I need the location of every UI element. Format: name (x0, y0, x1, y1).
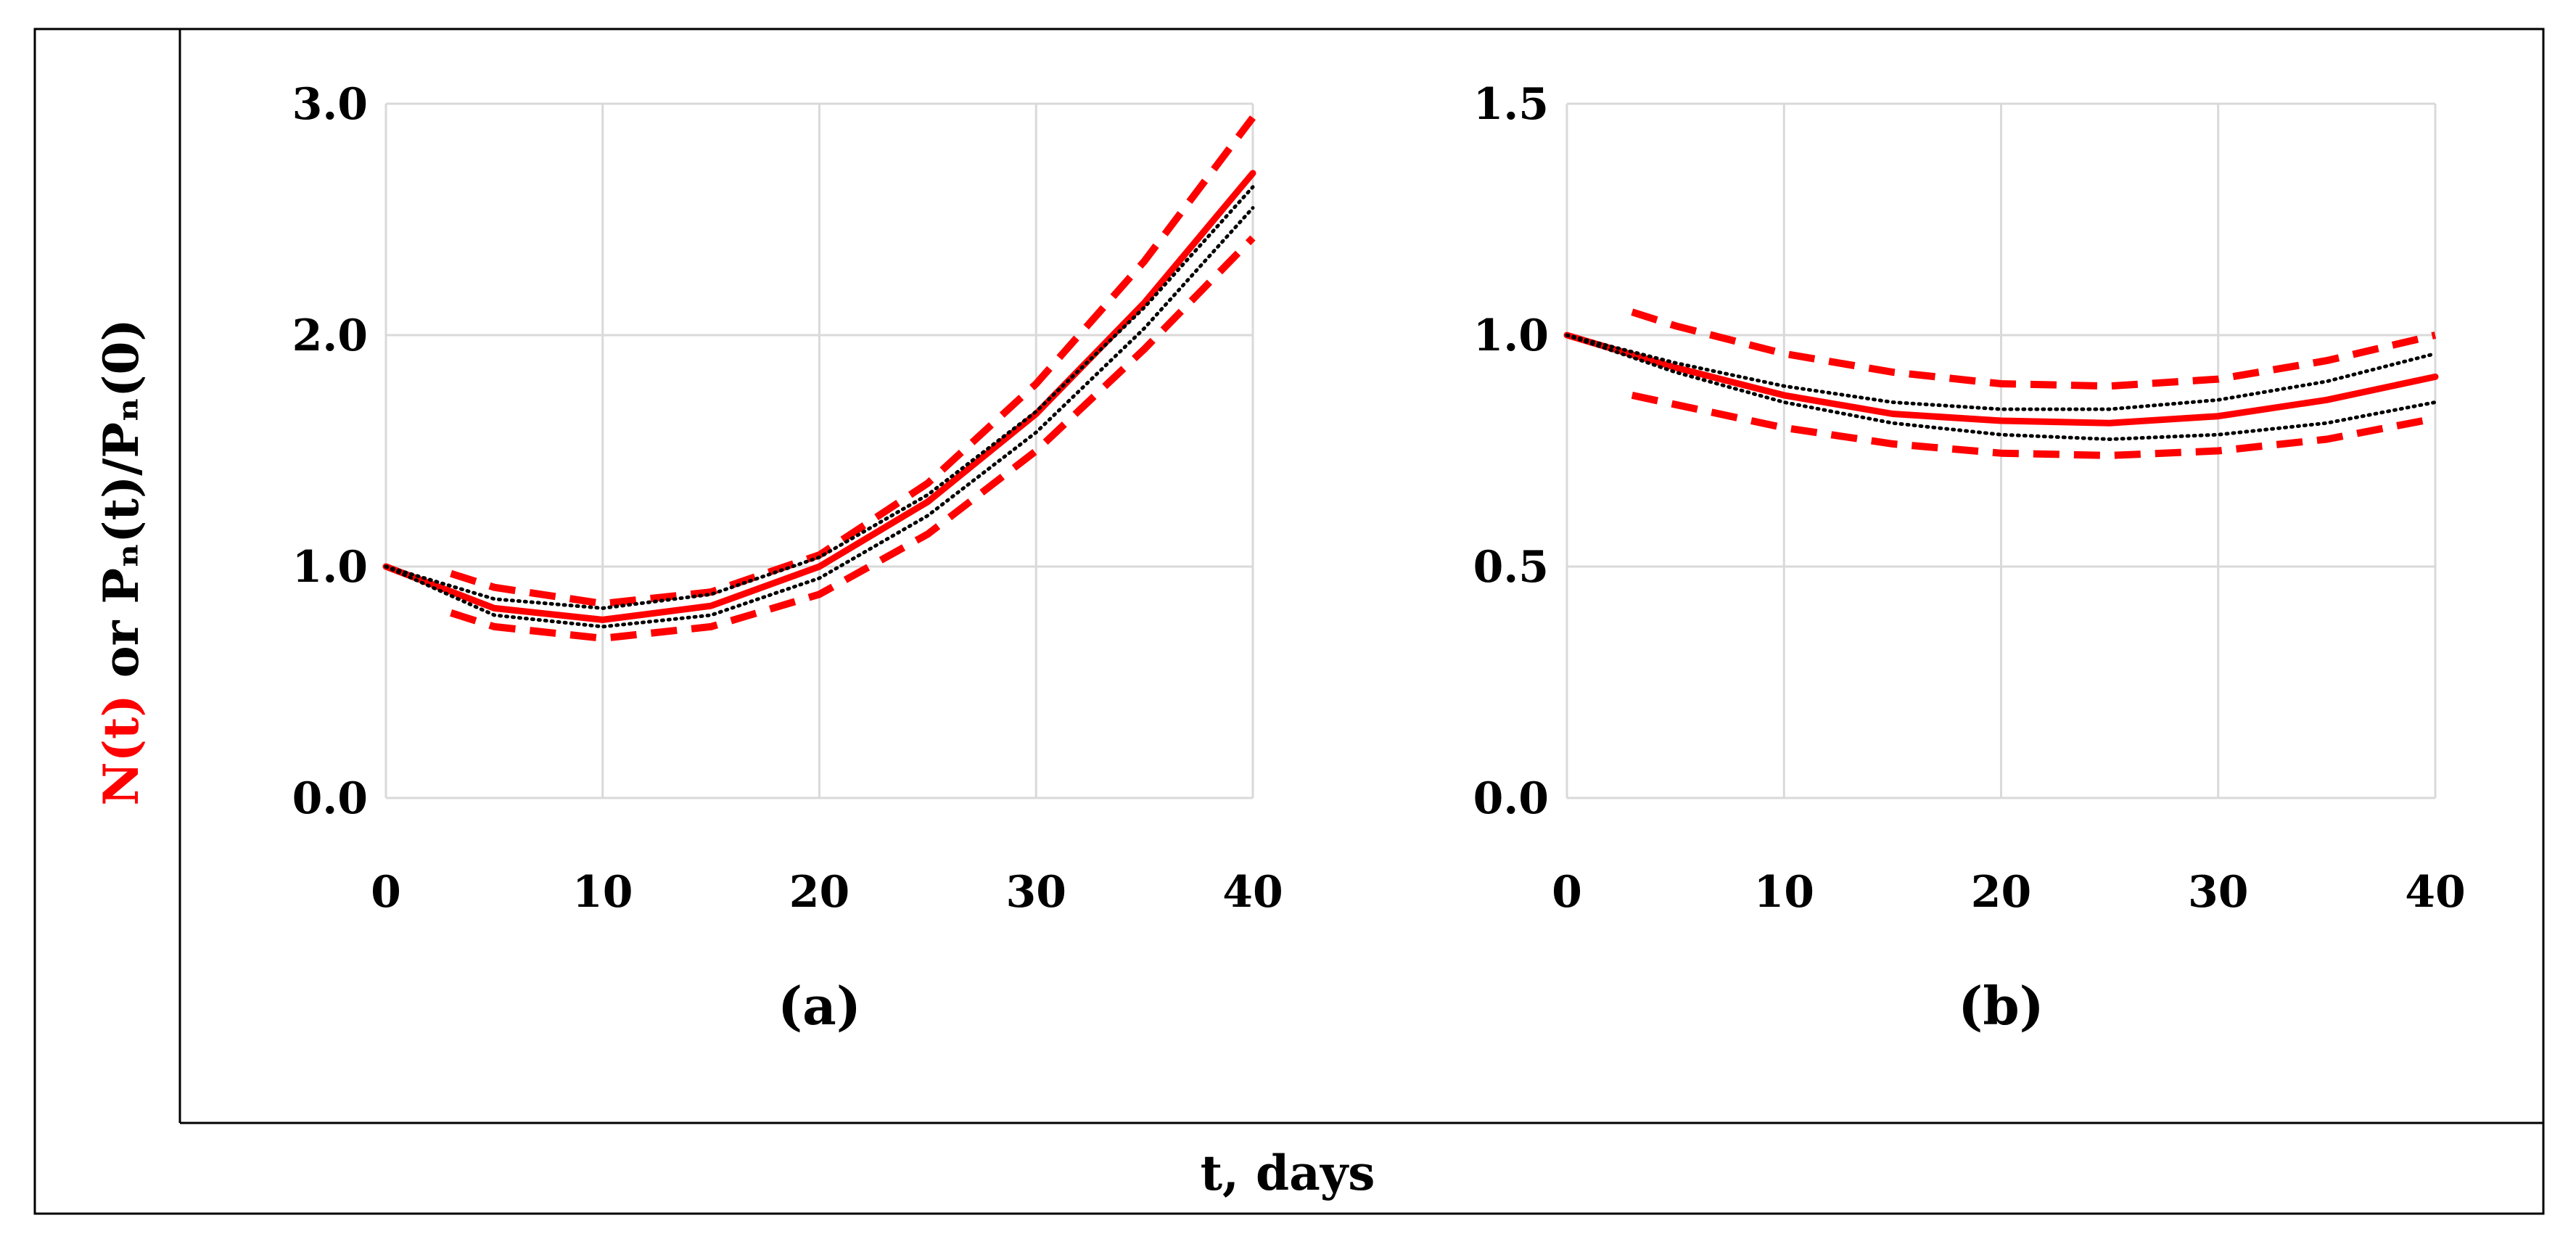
y-tick-label: 0.0 (292, 773, 368, 824)
x-tick-label: 0 (1552, 867, 1582, 918)
y-tick-label: 1.0 (292, 542, 368, 593)
panel-b: 0 10 20 30 40 0.0 0.5 1.0 1.5 (b) (1473, 79, 2466, 1037)
x-tick-label: 40 (2405, 867, 2466, 918)
series-line-solid (1563, 332, 2439, 427)
series-line-dashed (450, 115, 1256, 607)
x-tick-label: 10 (572, 867, 633, 918)
series-line-dotted (1565, 333, 2437, 411)
y-tick-label: 1.5 (1473, 79, 1549, 130)
y-tick-label: 0.5 (1473, 542, 1549, 593)
x-tick-label: 20 (1971, 867, 2032, 918)
outer-frame (33, 28, 2545, 1215)
series-line-dotted (384, 206, 1255, 629)
x-tick-label: 40 (1222, 867, 1283, 918)
y-tick-label: 2.0 (292, 310, 368, 361)
x-tick-label: 30 (2188, 867, 2249, 918)
panel-label: (b) (1958, 975, 2044, 1037)
panel-label: (a) (778, 975, 861, 1037)
series-line-dotted (1565, 333, 2437, 441)
x-tick-label: 0 (371, 867, 401, 918)
series-line-dashed (1631, 392, 2436, 459)
x-tick-label: 30 (1006, 867, 1067, 918)
series-line-dotted (384, 185, 1255, 610)
y-tick-label: 0.0 (1473, 773, 1549, 824)
x-tick-label: 10 (1754, 867, 1815, 918)
y-axis-title: N(t) or Pₙ(t)/Pₙ(0) (93, 318, 149, 805)
series-line-dashed (1631, 308, 2437, 390)
x-tick-label: 20 (789, 867, 850, 918)
y-tick-label: 1.0 (1473, 310, 1549, 361)
y-axis-title-black: or Pₙ(t)/Pₙ(0) (93, 318, 149, 694)
x-axis-title: t, days (1201, 1145, 1375, 1201)
series-line-dashed (450, 235, 1256, 642)
panel-a: 0 10 20 30 40 0.0 1.0 2.0 3.0 (a) (292, 79, 1283, 1037)
y-tick-label: 3.0 (292, 79, 368, 130)
y-axis-title-red: N(t) (93, 694, 149, 805)
